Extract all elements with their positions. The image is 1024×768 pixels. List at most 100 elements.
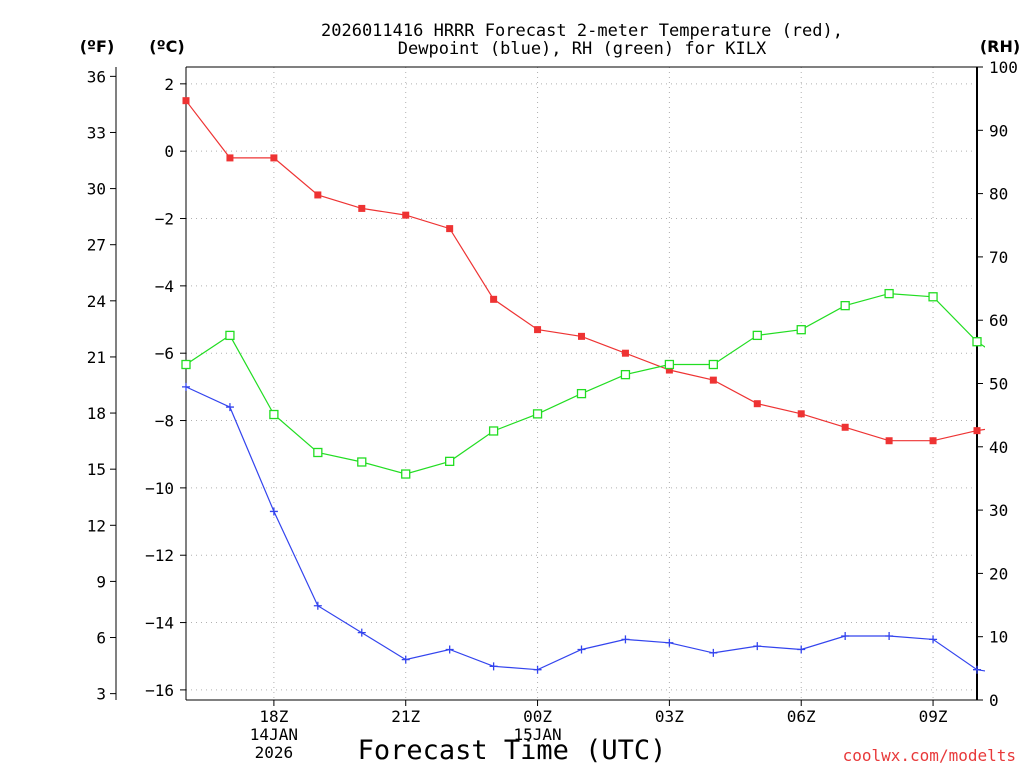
temperature-point (929, 437, 937, 445)
celsius-tick-label: 2 (164, 75, 174, 94)
relative-humidity-point (972, 337, 982, 347)
rh-tick-label: 100 (989, 58, 1018, 77)
dewpoint-point (841, 632, 850, 641)
relative-humidity-point (181, 359, 191, 370)
rh-tick-label: 0 (989, 691, 999, 710)
celsius-tick-label: −4 (155, 277, 174, 296)
temperature-point (358, 204, 366, 212)
temperature-point (841, 423, 849, 431)
rh-tick-label: 70 (989, 248, 1008, 267)
dewpoint-point (665, 638, 674, 647)
celsius-unit-label: (ºC) (149, 37, 184, 56)
temperature-point (973, 427, 981, 435)
x-tick-label: 21Z (391, 707, 420, 726)
fahrenheit-tick-label: 3 (96, 685, 106, 704)
dewpoint-point (797, 645, 806, 654)
temperature-line (186, 100, 985, 442)
celsius-tick-label: −12 (145, 546, 174, 565)
celsius-tick-label: 0 (164, 142, 174, 161)
x-tick-label: 00Z (523, 707, 552, 726)
fahrenheit-tick-label: 33 (87, 123, 106, 142)
rh-tick-label: 60 (989, 311, 1008, 330)
rh-tick-label: 90 (989, 121, 1008, 140)
dewpoint-line (186, 386, 985, 672)
fahrenheit-tick-label: 27 (87, 236, 106, 255)
temperature-point (226, 154, 234, 162)
dewpoint-point (269, 507, 278, 516)
dewpoint-point (577, 645, 586, 654)
series-group (186, 100, 985, 672)
relative-humidity-point (796, 325, 806, 335)
fahrenheit-tick-label: 36 (87, 67, 106, 86)
dewpoint-point (929, 635, 938, 644)
rh-tick-label: 10 (989, 628, 1008, 647)
axes: 36333027242118151296320−2−4−6−8−10−12−14… (87, 58, 1018, 762)
x-tick-label: 03Z (655, 707, 684, 726)
dewpoint-point (357, 628, 366, 637)
relative-humidity-point (488, 426, 499, 436)
dewpoint-point (489, 662, 498, 671)
temperature-point (621, 349, 629, 357)
relative-humidity-point (445, 456, 455, 467)
rh-tick-label: 30 (989, 501, 1008, 520)
fahrenheit-tick-label: 24 (87, 292, 106, 311)
marker-group (181, 97, 982, 674)
celsius-tick-label: −8 (155, 412, 174, 431)
rh-tick-label: 50 (989, 375, 1008, 394)
relative-humidity-point (840, 300, 850, 311)
fahrenheit-tick-label: 15 (87, 460, 106, 479)
dewpoint-point (182, 382, 190, 391)
rh-tick-label: 40 (989, 438, 1008, 457)
chart-title-line-2: Dewpoint (blue), RH (green) for KILX (398, 39, 767, 59)
relative-humidity-point (401, 469, 411, 479)
fahrenheit-unit-label: (ºF) (80, 37, 115, 56)
temperature-point (402, 211, 410, 219)
temperature-point (314, 191, 322, 199)
dewpoint-point (621, 635, 630, 644)
x-axis-title: Forecast Time (UTC) (358, 735, 667, 766)
temperature-point (753, 400, 761, 408)
celsius-tick-label: −14 (145, 614, 174, 633)
dewpoint-point (533, 665, 542, 674)
temperature-point (182, 97, 190, 105)
x-tick-label: 15JAN (513, 725, 561, 744)
relative-humidity-point (664, 359, 675, 370)
dewpoint-point (401, 655, 410, 664)
temperature-point (446, 225, 454, 233)
relative-humidity-point (928, 292, 938, 302)
rh-unit-label: (RH) (980, 37, 1020, 56)
relative-humidity-point (884, 288, 894, 299)
rh-tick-label: 80 (989, 185, 1008, 204)
dewpoint-point (313, 601, 322, 610)
temperature-point (797, 410, 805, 418)
relative-humidity-line (186, 292, 985, 475)
chart-title-line-1: 2026011416 HRRR Forecast 2-meter Tempera… (321, 21, 843, 41)
temperature-point (885, 437, 893, 445)
x-tick-label: 18Z (259, 707, 288, 726)
relative-humidity-point (576, 388, 587, 399)
relative-humidity-point (752, 330, 762, 341)
temperature-point (270, 154, 278, 162)
x-tick-label: 14JAN (250, 725, 298, 744)
temperature-point (709, 376, 717, 384)
grid (186, 67, 977, 700)
fahrenheit-tick-label: 30 (87, 180, 106, 199)
rh-tick-label: 20 (989, 564, 1008, 583)
dewpoint-point (885, 632, 894, 641)
credit-text: coolwx.com/modelts (843, 746, 1016, 765)
celsius-tick-label: −10 (145, 479, 174, 498)
x-tick-label: 09Z (919, 707, 948, 726)
relative-humidity-point (225, 330, 235, 341)
temperature-point (490, 295, 498, 303)
fahrenheit-tick-label: 21 (87, 348, 106, 367)
relative-humidity-point (269, 409, 279, 420)
dewpoint-point (445, 645, 454, 654)
celsius-tick-label: −6 (155, 344, 174, 363)
celsius-tick-label: −2 (155, 210, 174, 229)
celsius-tick-label: −16 (145, 681, 174, 700)
dewpoint-point (225, 403, 234, 412)
fahrenheit-tick-label: 18 (87, 404, 106, 423)
relative-humidity-point (313, 447, 323, 458)
relative-humidity-point (620, 369, 631, 380)
